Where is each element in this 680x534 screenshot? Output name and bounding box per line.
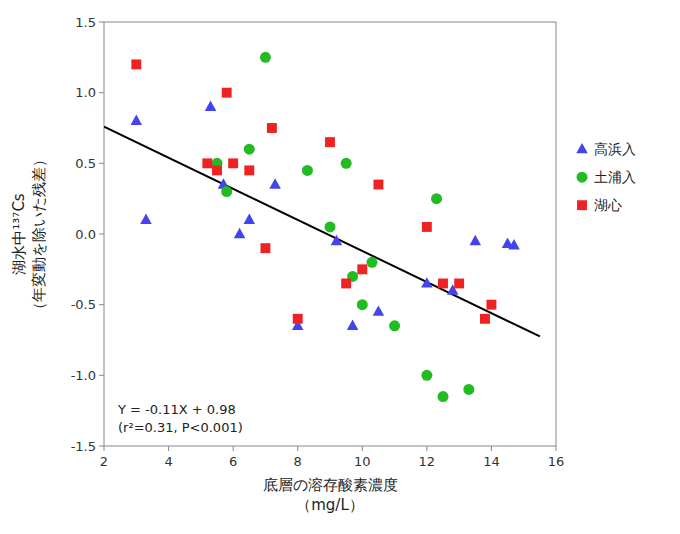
- y-tick-label: 1.5: [75, 15, 96, 30]
- x-tick: [104, 446, 105, 451]
- legend-marker: [576, 143, 588, 153]
- y-tick-label: -1.5: [71, 439, 96, 454]
- point: [302, 165, 313, 176]
- point: [357, 264, 367, 274]
- y-tick-label: -0.5: [71, 297, 96, 312]
- x-tick-label: 14: [483, 454, 500, 469]
- point: [202, 158, 212, 168]
- legend-marker: [577, 172, 588, 183]
- point: [244, 165, 254, 175]
- point: [269, 178, 281, 188]
- point: [140, 214, 152, 224]
- point: [421, 370, 432, 381]
- point: [244, 144, 255, 155]
- point: [438, 391, 449, 402]
- plot-area: [104, 52, 540, 402]
- x-tick-label: 8: [294, 454, 302, 469]
- point: [221, 186, 232, 197]
- x-tick: [297, 446, 298, 451]
- y-tick-label: 1.0: [75, 85, 96, 100]
- y-tick: [99, 163, 104, 164]
- point: [357, 299, 368, 310]
- point: [508, 239, 520, 249]
- point: [222, 88, 232, 98]
- annotation: (r²=0.31, P<0.001): [118, 420, 243, 435]
- x-tick-label: 6: [229, 454, 237, 469]
- legend-label: 土浦入: [594, 169, 636, 185]
- x-tick: [426, 446, 427, 451]
- point: [293, 314, 303, 324]
- y-tick: [99, 234, 104, 235]
- point: [470, 235, 482, 245]
- point: [454, 279, 464, 289]
- y-tick: [99, 375, 104, 376]
- legend-marker: [577, 200, 587, 210]
- point: [212, 165, 222, 175]
- plot-frame: [104, 22, 556, 446]
- point: [373, 305, 385, 315]
- point: [267, 123, 277, 133]
- point: [244, 214, 256, 224]
- point: [422, 222, 432, 232]
- x-tick: [556, 446, 557, 451]
- point: [463, 384, 474, 395]
- point: [486, 300, 496, 310]
- point: [480, 314, 490, 324]
- point: [260, 52, 271, 63]
- x-tick-label: 12: [419, 454, 436, 469]
- point: [325, 221, 336, 232]
- point: [389, 320, 400, 331]
- legend-label: 湖心: [594, 197, 622, 213]
- point: [131, 59, 141, 69]
- point: [325, 137, 335, 147]
- point: [234, 228, 246, 238]
- x-axis-label: 底層の溶存酸素濃度（mg/L）: [263, 476, 398, 514]
- point: [366, 257, 377, 268]
- point: [341, 158, 352, 169]
- point: [431, 193, 442, 204]
- x-tick: [168, 446, 169, 451]
- regression-line: [104, 127, 540, 337]
- y-tick-label: -1.0: [71, 368, 96, 383]
- point: [205, 100, 217, 110]
- point: [260, 243, 270, 253]
- point: [373, 180, 383, 190]
- y-tick: [99, 446, 104, 447]
- x-tick-label: 10: [354, 454, 371, 469]
- y-tick-label: 0.5: [75, 156, 96, 171]
- x-tick: [491, 446, 492, 451]
- point: [421, 277, 433, 287]
- point: [341, 279, 351, 289]
- x-tick: [362, 446, 363, 451]
- point: [331, 235, 343, 245]
- y-tick-label: 0.0: [75, 227, 96, 242]
- chart: 2 4 6 8 10 12 14 16 -1.5 -1.0 -0.5 0.0 0.5 1.0 1.5 底層の溶…: [0, 0, 680, 534]
- point: [438, 279, 448, 289]
- x-tick: [233, 446, 234, 451]
- x-tick-label: 4: [164, 454, 172, 469]
- point: [347, 320, 359, 330]
- annotation: Y = -0.11X + 0.98: [117, 402, 236, 417]
- legend-label: 高浜入: [594, 141, 636, 157]
- point: [131, 115, 143, 125]
- y-tick: [99, 92, 104, 93]
- x-tick-label: 2: [100, 454, 108, 469]
- y-tick: [99, 304, 104, 305]
- x-tick-label: 16: [548, 454, 565, 469]
- y-tick: [99, 22, 104, 23]
- y-axis-label: 湖水中¹³⁷Cs（年変動を除いた残差）: [10, 152, 48, 317]
- point: [228, 158, 238, 168]
